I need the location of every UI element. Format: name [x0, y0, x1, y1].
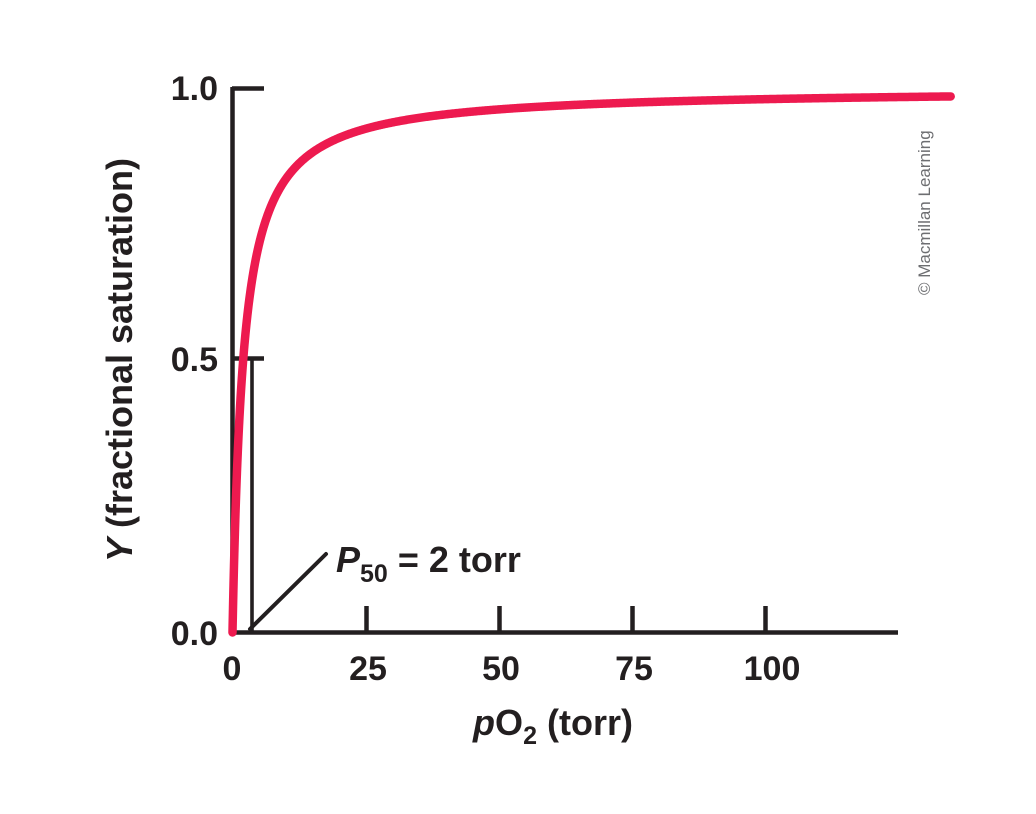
axes-group [230, 87, 898, 635]
y-tick-labels-group: 1.0 0.5 0.0 [171, 70, 218, 653]
x-tick-labels-group: 0 25 50 75 100 [223, 650, 801, 688]
oxygen-binding-curve [228, 92, 955, 637]
y-tick-label-0.0: 0.0 [171, 615, 218, 653]
x-tick-label-50: 50 [482, 650, 520, 688]
x-axis-title-roman-o: O [495, 702, 523, 743]
x-tick-label-100: 100 [744, 650, 801, 688]
y-tick-marks-group [232, 86, 264, 361]
y-axis-title-italic-y: Y [99, 535, 140, 562]
p50-annotation-tail: = 2 torr [388, 539, 521, 580]
x-tick-label-0: 0 [223, 650, 242, 688]
p50-annotation-italic-p: P [336, 539, 361, 580]
x-tick-marks-group [230, 606, 768, 632]
x-axis-title: pO2 (torr) [472, 702, 633, 750]
x-axis-title-italic-p: p [472, 702, 495, 743]
x-axis-title-tail: (torr) [537, 702, 633, 743]
x-tick-label-25: 25 [349, 650, 387, 688]
copyright-credit: © Macmillan Learning [915, 130, 934, 295]
x-axis-title-subscript: 2 [523, 722, 537, 750]
p50-annotation-subscript: 50 [360, 560, 388, 588]
y-axis-title-tail: (fractional saturation) [99, 158, 140, 538]
y-axis-title: Y (fractional saturation) [99, 158, 140, 562]
p50-pointer-line [248, 552, 328, 631]
y-tick-label-0.5: 0.5 [171, 341, 218, 379]
p50-annotation-label: P50 = 2 torr [336, 539, 521, 588]
y-tick-label-1.0: 1.0 [171, 70, 218, 108]
x-tick-label-75: 75 [615, 650, 653, 688]
